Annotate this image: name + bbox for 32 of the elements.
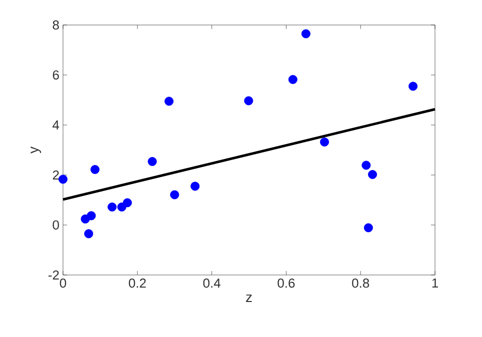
point — [301, 29, 310, 38]
y-tick-label: 4 — [52, 120, 60, 130]
x-tick-label: 0 — [60, 278, 66, 288]
point — [90, 164, 100, 174]
point — [122, 198, 132, 208]
x-tick-label: 0.8 — [352, 278, 370, 288]
point — [320, 137, 330, 146]
point — [368, 170, 377, 179]
point — [170, 190, 180, 200]
point — [108, 202, 117, 212]
x-tick-label: 0.4 — [203, 278, 220, 288]
point — [244, 96, 254, 106]
point — [58, 174, 68, 184]
x-tick-label: 1 — [432, 278, 438, 288]
y-tick-label: 2 — [52, 170, 59, 180]
point — [164, 96, 174, 106]
y-tick-label: 0 — [52, 220, 59, 230]
point — [362, 160, 371, 170]
y-tick-label: 6 — [52, 70, 59, 80]
x-tick-label: 0.2 — [128, 278, 146, 288]
x-axis-title: z — [246, 294, 252, 302]
point — [190, 182, 200, 191]
x-tick-label: 0.6 — [278, 278, 295, 288]
point — [288, 74, 298, 84]
point — [364, 223, 373, 232]
point — [86, 211, 96, 220]
point — [148, 156, 157, 166]
y-tick-label: 8 — [52, 20, 59, 30]
y-axis-title: y — [30, 146, 42, 154]
point — [408, 82, 418, 91]
point — [84, 229, 94, 238]
y-tick-label: -2 — [48, 270, 59, 280]
